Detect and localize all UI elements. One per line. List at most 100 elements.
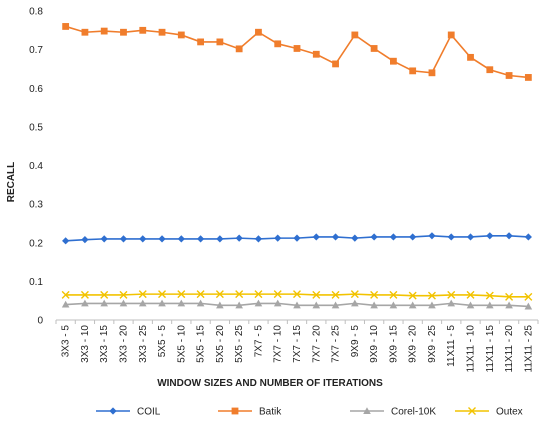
data-point-batik — [390, 57, 397, 65]
data-point-batik — [293, 45, 301, 52]
data-point-outex — [215, 290, 224, 299]
data-point-batik — [255, 28, 262, 36]
x-tick-label: 11X11 - 10 — [466, 325, 477, 373]
series-batik — [62, 23, 532, 81]
data-point-batik — [62, 23, 70, 30]
y-tick-label: 0.1 — [29, 277, 43, 288]
data-point-outex — [254, 290, 263, 299]
y-tick-label: 0.4 — [29, 161, 43, 172]
x-tick-label: 5X5 - 5 — [157, 325, 168, 358]
x-tick-label: 9X9 - 15 — [388, 325, 399, 363]
data-point-batik — [447, 31, 455, 39]
data-point-coil — [119, 235, 128, 243]
data-point-batik — [524, 74, 532, 81]
data-point-corel-10k — [447, 299, 456, 307]
data-point-outex — [524, 292, 533, 301]
data-point-batik — [409, 67, 417, 75]
data-point-coil — [62, 237, 70, 245]
legend-marker — [231, 407, 239, 415]
legend-marker — [468, 407, 476, 415]
data-point-batik — [120, 28, 127, 36]
data-point-outex — [100, 290, 109, 299]
data-point-coil — [254, 235, 263, 243]
x-tick-label: 3X3 - 5 — [61, 325, 72, 358]
data-point-outex — [177, 290, 186, 299]
data-point-corel-10k — [235, 301, 243, 309]
y-tick-label: 0.5 — [29, 122, 43, 133]
data-point-coil — [370, 233, 378, 241]
data-point-corel-10k — [486, 301, 494, 309]
x-tick-label: 9X9 - 5 — [350, 325, 361, 358]
legend-item-corel-10k: Corel-10K — [350, 407, 436, 418]
x-tick-label: 7X7 - 5 — [253, 325, 264, 358]
data-point-coil — [312, 233, 320, 241]
x-tick-label: 7X7 - 10 — [273, 325, 284, 363]
data-point-corel-10k — [466, 301, 475, 309]
data-point-outex — [196, 290, 205, 299]
data-point-outex — [350, 290, 359, 299]
x-axis-label: WINDOW SIZES AND NUMBER OF ITERATIONS — [157, 378, 383, 389]
series-group — [61, 23, 533, 310]
data-point-batik — [177, 31, 185, 39]
y-axis-ticks: 0 0.1 0.2 0.3 0.4 0.5 0.6 0.7 0.8 — [29, 7, 43, 327]
data-point-coil — [274, 234, 282, 242]
data-point-corel-10k — [100, 299, 108, 307]
data-point-coil — [235, 234, 243, 242]
legend-item-batik: Batik — [218, 407, 282, 418]
data-point-corel-10k — [351, 299, 359, 307]
data-point-batik — [370, 45, 378, 52]
data-point-batik — [486, 66, 494, 74]
data-point-batik — [467, 53, 474, 61]
data-point-corel-10k — [61, 300, 70, 308]
data-point-corel-10k — [177, 299, 186, 307]
data-point-corel-10k — [119, 299, 128, 307]
data-point-coil — [197, 235, 205, 243]
data-point-coil — [331, 233, 340, 241]
series-outex — [61, 290, 533, 301]
y-axis-label: RECALL — [6, 162, 17, 203]
data-point-outex — [408, 291, 417, 300]
legend-label: Batik — [259, 407, 282, 418]
data-point-batik — [158, 28, 166, 36]
x-tick-label: 11X11 - 5 — [446, 325, 457, 367]
x-tick-label: 3X3 - 20 — [118, 325, 129, 363]
data-point-outex — [80, 290, 89, 299]
y-tick-label: 0 — [37, 316, 43, 327]
data-point-corel-10k — [138, 299, 147, 307]
data-point-corel-10k — [216, 301, 224, 309]
legend-label: Corel-10K — [391, 407, 436, 418]
x-tick-label: 11X11 - 15 — [485, 325, 496, 373]
data-point-outex — [119, 290, 128, 299]
x-tick-label: 7X7 - 25 — [331, 325, 342, 363]
data-point-corel-10k — [408, 301, 417, 309]
legend: COIL Batik Corel-10K Outex — [96, 407, 523, 418]
y-tick-label: 0.3 — [29, 200, 43, 211]
data-point-coil — [466, 233, 475, 241]
data-point-coil — [505, 232, 513, 240]
data-point-coil — [428, 232, 436, 240]
data-point-corel-10k — [389, 301, 398, 309]
x-tick-label: 3X3 - 25 — [138, 325, 149, 363]
data-point-batik — [274, 40, 282, 48]
data-point-corel-10k — [293, 301, 301, 309]
data-point-coil — [351, 234, 359, 242]
data-point-batik — [81, 28, 89, 36]
data-point-corel-10k — [331, 301, 340, 309]
axes — [55, 319, 539, 324]
x-tick-label: 9X9 - 10 — [369, 325, 380, 363]
data-point-corel-10k — [158, 299, 166, 307]
data-point-outex — [273, 290, 282, 299]
data-point-batik — [312, 50, 320, 58]
legend-label: Outex — [496, 407, 523, 418]
x-tick-label: 9X9 - 20 — [408, 325, 419, 363]
data-point-coil — [524, 233, 532, 241]
data-point-corel-10k — [370, 301, 378, 309]
data-point-batik — [139, 26, 147, 34]
x-tick-label: 5X5 - 15 — [196, 325, 207, 363]
x-tick-label: 5X5 - 25 — [234, 325, 245, 363]
data-point-outex — [312, 290, 321, 299]
data-point-batik — [351, 31, 359, 39]
data-point-corel-10k — [428, 301, 436, 309]
x-tick-label: 3X3 - 10 — [80, 325, 91, 363]
